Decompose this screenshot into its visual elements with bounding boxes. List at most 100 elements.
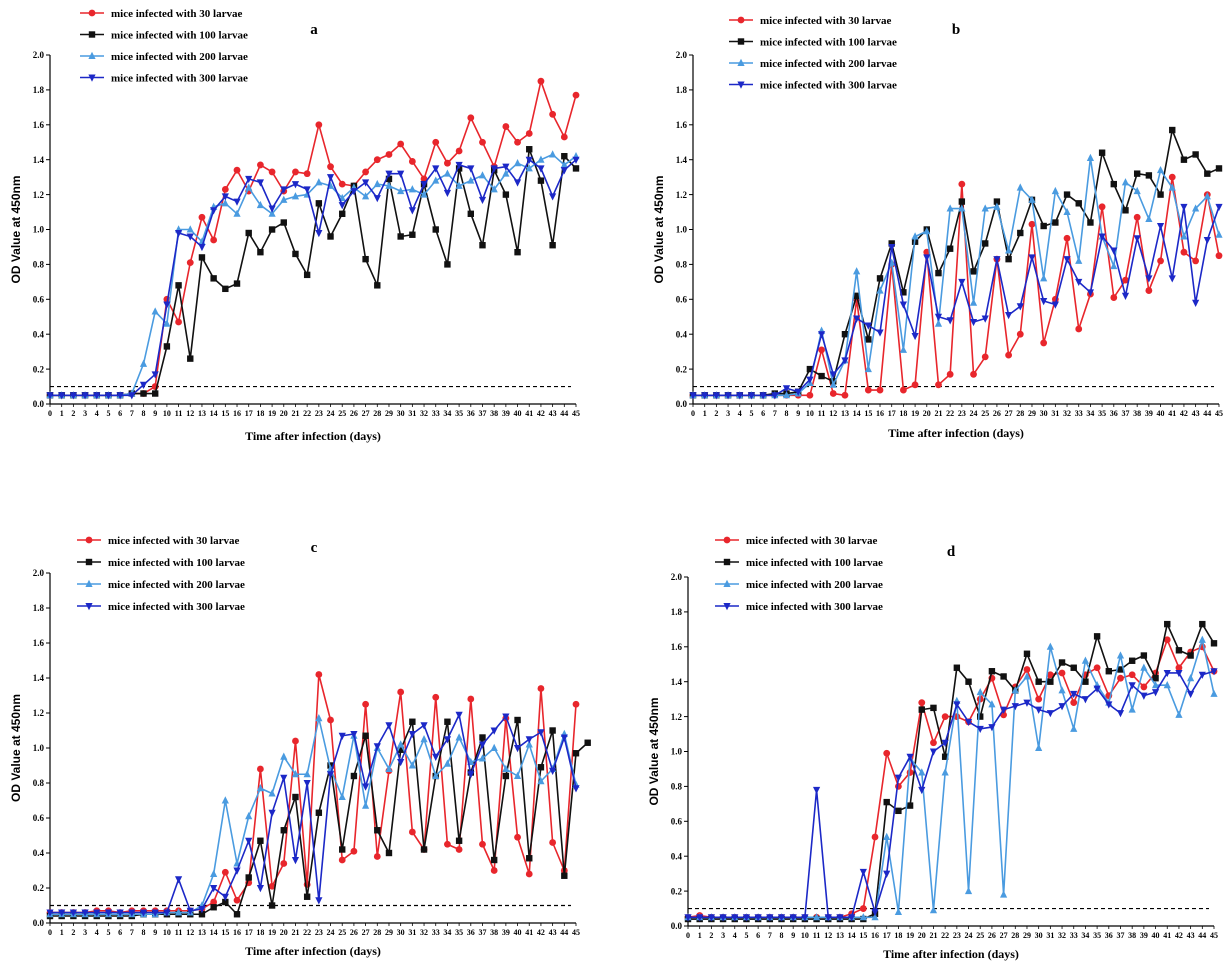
- data-point: [140, 390, 147, 397]
- data-point: [841, 391, 849, 399]
- x-tick-label: 28: [1016, 409, 1024, 418]
- y-axis-title: OD Value at 450nm: [647, 697, 661, 805]
- x-tick-label: 41: [525, 409, 533, 418]
- y-tick-label: 0.2: [33, 883, 45, 893]
- data-point: [941, 713, 949, 720]
- data-point: [918, 768, 926, 776]
- x-axis-title: Time after infection (days): [245, 429, 381, 443]
- data-point: [222, 285, 229, 293]
- y-tick-label: 0.0: [33, 918, 45, 928]
- x-tick-label: 6: [118, 409, 122, 418]
- data-point: [163, 343, 171, 350]
- series-1: [689, 173, 1223, 399]
- data-point: [1175, 669, 1183, 678]
- x-tick-label: 19: [906, 931, 914, 940]
- data-point: [350, 731, 358, 739]
- data-point: [1023, 666, 1031, 673]
- y-tick-label: 2.0: [33, 50, 45, 60]
- data-point: [1215, 203, 1223, 212]
- data-point: [946, 245, 954, 252]
- x-tick-label: 15: [859, 931, 867, 940]
- data-point: [198, 906, 206, 914]
- x-tick-label: 27: [362, 928, 370, 937]
- y-tick-label: 1.8: [33, 603, 45, 613]
- data-point: [794, 388, 802, 396]
- data-point: [104, 392, 113, 400]
- data-point: [537, 729, 545, 737]
- data-point: [771, 392, 779, 400]
- data-point: [478, 754, 487, 762]
- data-point: [1175, 710, 1183, 718]
- x-tick-label: 24: [327, 409, 335, 418]
- data-point: [292, 250, 299, 258]
- data-point: [432, 226, 439, 233]
- y-tick-label: 1.6: [33, 120, 45, 130]
- x-tick-label: 26: [350, 928, 358, 937]
- data-point: [327, 233, 334, 240]
- series-line: [50, 717, 577, 916]
- data-point: [836, 914, 844, 922]
- x-tick-label: 34: [443, 409, 451, 418]
- panel-label-c: c: [311, 540, 318, 556]
- data-point: [116, 392, 124, 400]
- data-point: [210, 275, 217, 282]
- data-point: [1151, 680, 1160, 689]
- x-tick-label: 40: [1157, 409, 1165, 418]
- data-point: [859, 868, 867, 877]
- data-point: [549, 193, 557, 201]
- data-point: [1005, 312, 1013, 320]
- data-point: [326, 174, 335, 182]
- data-point: [970, 370, 977, 378]
- x-tick-label: 6: [761, 409, 765, 418]
- data-point: [1035, 695, 1043, 703]
- data-point: [853, 315, 861, 323]
- data-point: [1098, 233, 1106, 241]
- x-tick-label: 15: [864, 409, 872, 418]
- data-point: [175, 282, 182, 289]
- x-tick-label: 19: [911, 409, 919, 418]
- data-point: [1081, 696, 1090, 704]
- data-point: [1180, 248, 1188, 256]
- legend-marker: [737, 81, 745, 89]
- x-tick-label: 5: [744, 931, 748, 940]
- x-tick-label: 11: [175, 928, 183, 937]
- data-point: [1117, 666, 1124, 673]
- x-tick-label: 37: [1116, 931, 1124, 940]
- data-point: [1063, 234, 1071, 242]
- x-tick-label: 42: [1175, 931, 1183, 940]
- data-point: [724, 392, 732, 400]
- data-point: [373, 853, 381, 860]
- data-point: [257, 837, 264, 844]
- x-tick-label: 12: [824, 931, 832, 940]
- data-point: [1169, 126, 1176, 134]
- data-point: [291, 770, 300, 778]
- data-point: [1011, 703, 1019, 711]
- series-line: [693, 206, 1220, 397]
- data-point: [490, 185, 498, 193]
- data-point: [537, 155, 545, 163]
- legend-label: mice infected with 30 larvae: [760, 15, 891, 27]
- data-point: [934, 319, 943, 327]
- data-point: [1105, 701, 1113, 709]
- series-line: [688, 670, 1215, 919]
- legend-marker: [85, 536, 93, 544]
- data-point: [1005, 351, 1012, 359]
- data-point: [245, 837, 253, 845]
- x-tick-label: 2: [709, 931, 713, 940]
- data-point: [572, 156, 580, 164]
- data-point: [941, 768, 949, 776]
- data-point: [444, 261, 451, 268]
- y-tick-label: 0.0: [671, 921, 683, 931]
- x-tick-label: 13: [836, 931, 844, 940]
- series-line: [688, 639, 1215, 919]
- data-point: [339, 210, 346, 217]
- data-point: [362, 168, 369, 176]
- data-point: [280, 752, 288, 760]
- data-point: [993, 198, 1001, 205]
- data-point: [899, 345, 907, 353]
- legend-marker: [723, 558, 731, 566]
- x-tick-label: 25: [338, 409, 346, 418]
- data-point: [812, 913, 821, 921]
- x-tick-label: 16: [871, 931, 879, 940]
- data-point: [409, 718, 416, 725]
